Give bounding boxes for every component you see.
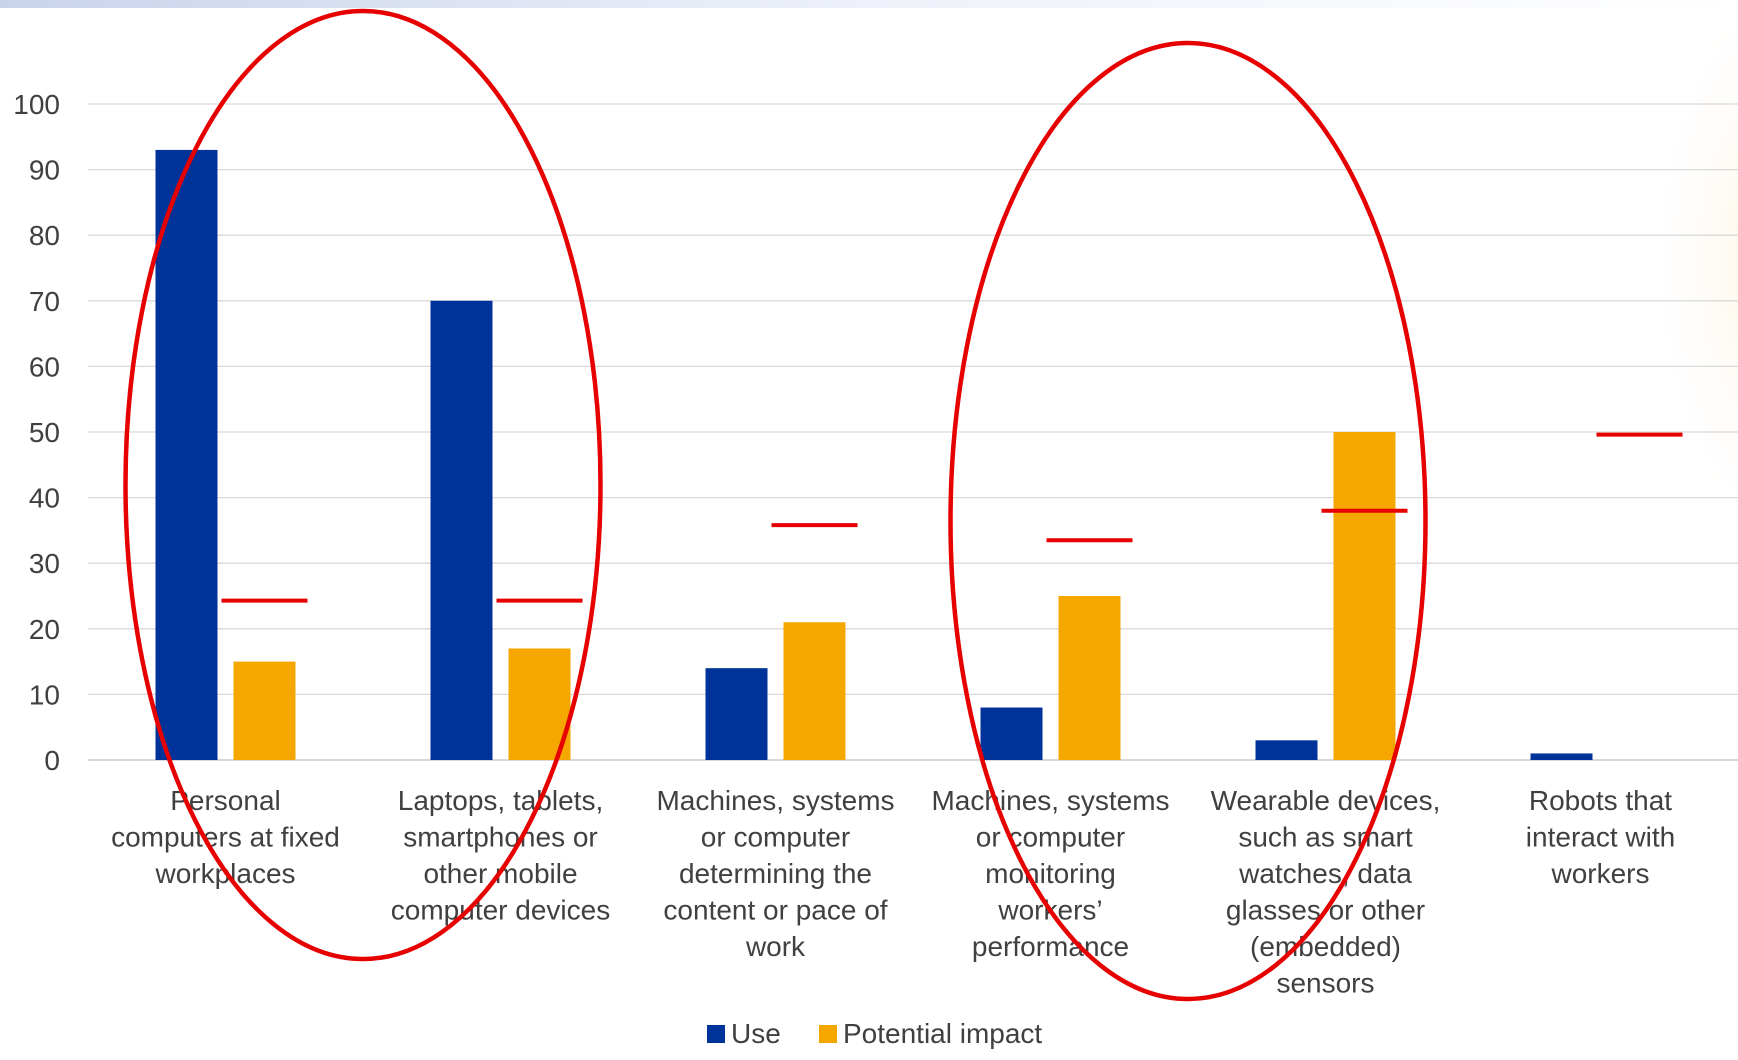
marker-lines <box>221 432 1683 603</box>
y-tick-label: 40 <box>29 483 60 514</box>
y-tick-label: 10 <box>29 679 60 710</box>
y-axis: 0 10 20 30 40 50 60 70 80 90 100 <box>13 89 60 776</box>
bar-potential-impact <box>783 622 846 760</box>
bar-use <box>980 707 1043 760</box>
x-category-label: Laptops, tablets, smartphones or other mob… <box>391 785 610 926</box>
background-glow <box>1640 0 1738 542</box>
bar-potential-impact <box>233 661 296 760</box>
x-axis: Personal computers at fixed workplaces Lapt… <box>111 785 1675 999</box>
gridlines <box>88 103 1738 761</box>
legend-swatch <box>707 1025 725 1043</box>
x-category-label: Wearable devices, such as smart watches, d… <box>1211 785 1441 999</box>
bar-use <box>155 149 218 761</box>
bar-use <box>705 668 768 760</box>
y-tick-label: 50 <box>29 417 60 448</box>
top-decor-strip <box>0 0 1738 8</box>
y-tick-label: 30 <box>29 548 60 579</box>
highlight-ellipse <box>948 40 1428 1002</box>
legend-label: Potential impact <box>843 1018 1042 1049</box>
legend-label: Use <box>731 1018 781 1049</box>
y-tick-label: 60 <box>29 351 60 382</box>
x-category-label: Machines, systems or computer determining … <box>656 785 894 962</box>
y-tick-label: 70 <box>29 286 60 317</box>
x-category-label: Personal computers at fixed workplaces <box>111 785 340 889</box>
highlight-ellipses <box>123 8 1428 1002</box>
bar-use <box>1255 740 1318 760</box>
bar-potential-impact <box>508 648 571 760</box>
legend: Use Potential impact <box>707 1018 1042 1049</box>
bar-use <box>1530 753 1593 760</box>
x-category-label: Robots that interact with workers <box>1526 785 1675 889</box>
bar-potential-impact <box>1333 432 1396 760</box>
highlight-ellipse <box>123 8 603 962</box>
bar-potential-impact <box>1058 596 1121 760</box>
bars <box>155 149 1593 761</box>
y-tick-label: 80 <box>29 220 60 251</box>
legend-swatch <box>819 1025 837 1043</box>
bar-use <box>430 300 493 760</box>
y-tick-label: 0 <box>44 745 60 776</box>
y-tick-label: 100 <box>13 89 60 120</box>
x-category-label: Machines, systems or computer monitoring wo… <box>931 785 1169 962</box>
y-tick-label: 20 <box>29 614 60 645</box>
y-tick-label: 90 <box>29 155 60 186</box>
